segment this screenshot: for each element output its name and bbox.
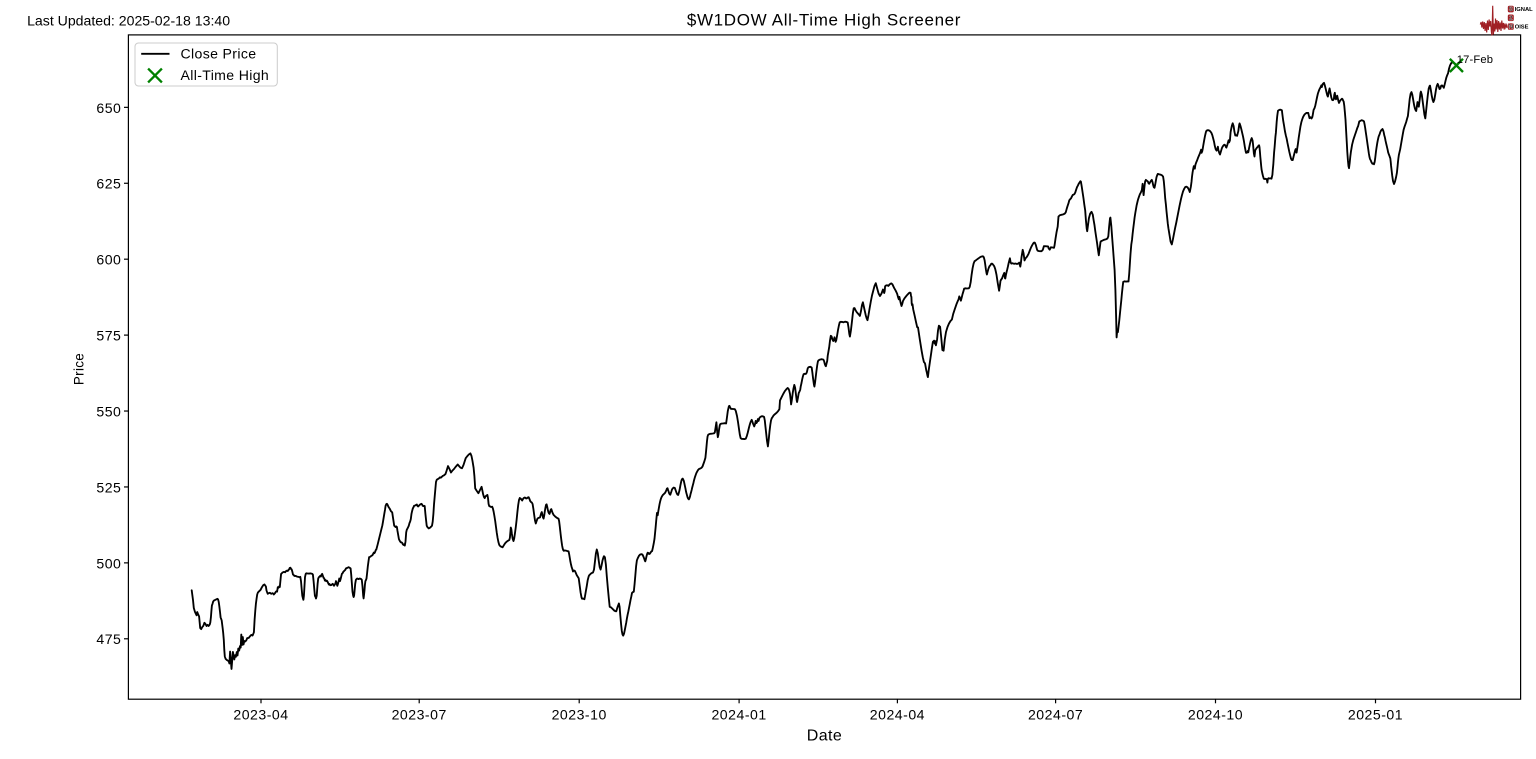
svg-text:500: 500 (96, 555, 121, 571)
svg-text:Date: Date (807, 727, 842, 744)
svg-text:IGNAL: IGNAL (1515, 7, 1533, 13)
svg-text:600: 600 (96, 252, 121, 268)
svg-text:575: 575 (96, 328, 121, 344)
svg-text:N: N (1509, 24, 1514, 31)
svg-text:Last Updated: 2025-02-18 13:40: Last Updated: 2025-02-18 13:40 (27, 13, 230, 29)
svg-text:2024-10: 2024-10 (1188, 707, 1243, 723)
svg-text:All-Time High: All-Time High (181, 67, 270, 83)
svg-text:2024-07: 2024-07 (1028, 707, 1083, 723)
svg-text:625: 625 (96, 176, 121, 192)
svg-text:2024-04: 2024-04 (870, 707, 925, 723)
svg-text:2025-01: 2025-01 (1348, 707, 1403, 723)
svg-text:2023-10: 2023-10 (552, 707, 607, 723)
svg-text:2023-04: 2023-04 (233, 707, 288, 723)
svg-text:2024-01: 2024-01 (711, 707, 766, 723)
svg-text:525: 525 (96, 479, 121, 495)
svg-text:2: 2 (1509, 15, 1513, 22)
svg-text:Price: Price (72, 353, 87, 385)
svg-text:17-Feb: 17-Feb (1457, 54, 1493, 66)
svg-text:475: 475 (96, 631, 121, 647)
svg-text:650: 650 (96, 100, 121, 116)
svg-text:OISE: OISE (1515, 25, 1529, 31)
svg-text:$W1DOW All-Time High Screener: $W1DOW All-Time High Screener (687, 10, 961, 29)
svg-text:550: 550 (96, 403, 121, 419)
svg-text:2023-07: 2023-07 (392, 707, 447, 723)
svg-text:Close Price: Close Price (181, 46, 257, 62)
svg-text:S: S (1509, 6, 1513, 13)
